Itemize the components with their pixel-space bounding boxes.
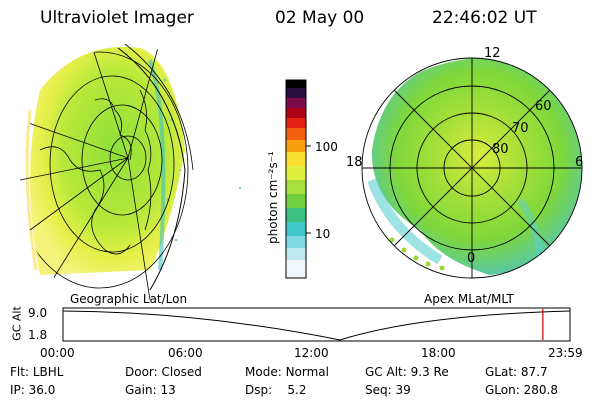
geographic-image bbox=[20, 43, 242, 300]
x-tick-0000: 00:00 bbox=[40, 346, 75, 360]
altitude-curve bbox=[62, 310, 571, 341]
colorbar bbox=[285, 79, 311, 279]
mlt-label-0: 0 bbox=[467, 251, 475, 266]
colorbar-tick-10: 10 bbox=[315, 227, 330, 241]
date-label: 02 May 00 bbox=[275, 8, 365, 28]
status-door: Door: Closed bbox=[125, 365, 202, 379]
mlt-label-18: 18 bbox=[346, 155, 363, 170]
status-filter: Flt: LBHL bbox=[10, 365, 64, 379]
time-label: 22:46:02 UT bbox=[432, 8, 537, 28]
status-seq: Seq: 39 bbox=[365, 383, 411, 397]
uv-imagery: 100 10 photon cm⁻²s⁻¹ 12 18 6 0 60 70 80 bbox=[20, 43, 583, 300]
mlat-label-80: 80 bbox=[492, 142, 509, 157]
x-tick-2359: 23:59 bbox=[548, 346, 583, 360]
status-glat: GLat: 87.7 bbox=[485, 365, 548, 379]
status-gc-alt: GC Alt: 9.3 Re bbox=[365, 365, 449, 379]
altitude-ytick-low: 1.8 bbox=[28, 328, 48, 342]
altitude-plot-frame bbox=[62, 307, 571, 342]
mlat-label-70: 70 bbox=[512, 121, 529, 136]
status-gain: Gain: 13 bbox=[125, 383, 176, 397]
polar-image bbox=[361, 57, 583, 279]
status-ip: IP: 36.0 bbox=[10, 383, 56, 397]
altitude-plot bbox=[62, 307, 571, 342]
apex-panel-label: Apex MLat/MLT bbox=[424, 292, 514, 306]
geographic-panel-label: Geographic Lat/Lon bbox=[70, 292, 188, 306]
colorbar-tick-100: 100 bbox=[315, 140, 338, 154]
instrument-title: Ultraviolet Imager bbox=[40, 8, 194, 28]
mlt-label-12: 12 bbox=[484, 46, 501, 61]
colorbar-label: photon cm⁻²s⁻¹ bbox=[266, 151, 280, 244]
x-tick-0600: 06:00 bbox=[168, 346, 203, 360]
mlat-label-60: 60 bbox=[535, 99, 552, 114]
x-tick-1800: 18:00 bbox=[421, 346, 456, 360]
x-tick-1200: 12:00 bbox=[294, 346, 329, 360]
status-mode: Mode: Normal bbox=[245, 365, 329, 379]
status-glon: GLon: 280.8 bbox=[485, 383, 558, 397]
altitude-ytick-high: 9.0 bbox=[28, 306, 48, 320]
mlt-label-6: 6 bbox=[575, 155, 583, 170]
status-dsp: Dsp: 5.2 bbox=[245, 383, 307, 397]
